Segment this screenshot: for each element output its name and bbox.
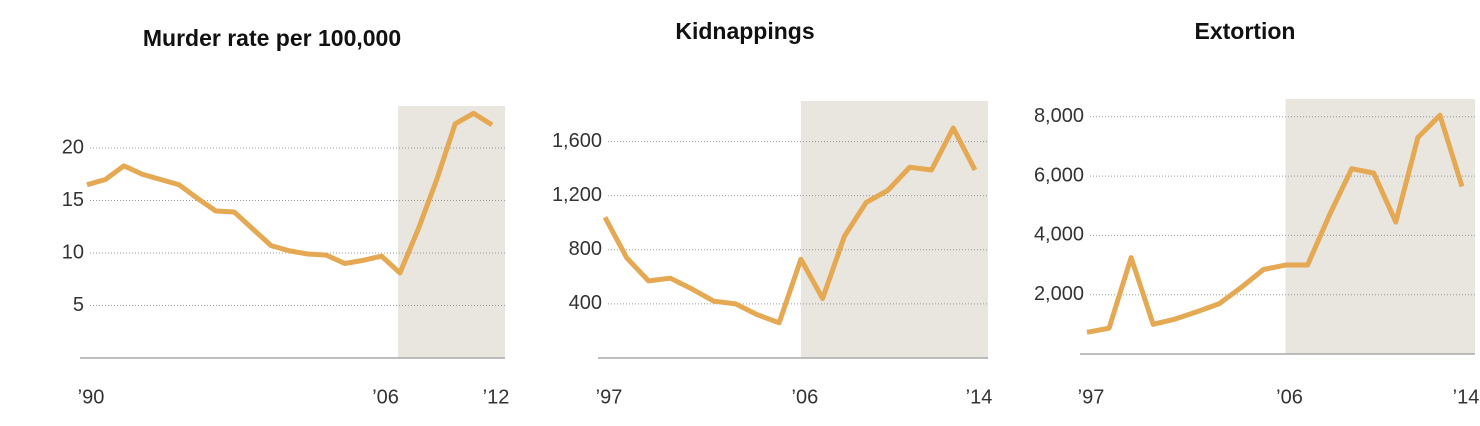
chart-title: Murder rate per 100,000 — [143, 25, 401, 51]
x-tick-label: ’14 — [966, 386, 993, 408]
data-line — [602, 125, 978, 326]
y-tick-label: 4,000 — [1034, 224, 1084, 246]
x-tick-label: ’14 — [1453, 386, 1480, 408]
y-tick-label: 1,200 — [552, 184, 602, 206]
chart-title: Kidnappings — [675, 18, 814, 44]
highlight-region — [800, 101, 988, 358]
y-tick-label: 1,600 — [552, 130, 602, 152]
x-tick-label: ’06 — [792, 386, 819, 408]
chart-title: Extortion — [1195, 18, 1296, 44]
x-tick-label: ’06 — [1276, 386, 1303, 408]
y-tick-label: 2,000 — [1034, 283, 1084, 305]
y-tick-label: 20 — [62, 136, 84, 158]
x-tick-label: ’12 — [483, 386, 510, 408]
data-line — [86, 110, 494, 276]
x-tick-label: ’97 — [1078, 386, 1105, 408]
x-tick-label: ’90 — [78, 386, 105, 408]
x-tick-label: ’06 — [372, 386, 399, 408]
y-tick-label: 8,000 — [1034, 105, 1084, 127]
data-line — [1086, 112, 1465, 335]
y-tick-label: 15 — [62, 189, 84, 211]
y-tick-label: 5 — [73, 294, 84, 316]
highlight-region — [398, 106, 505, 358]
y-tick-label: 6,000 — [1034, 164, 1084, 186]
highlight-region — [1285, 99, 1475, 354]
y-tick-label: 10 — [62, 241, 84, 263]
x-tick-label: ’97 — [596, 386, 623, 408]
y-tick-label: 400 — [569, 292, 602, 314]
y-tick-label: 800 — [569, 238, 602, 260]
